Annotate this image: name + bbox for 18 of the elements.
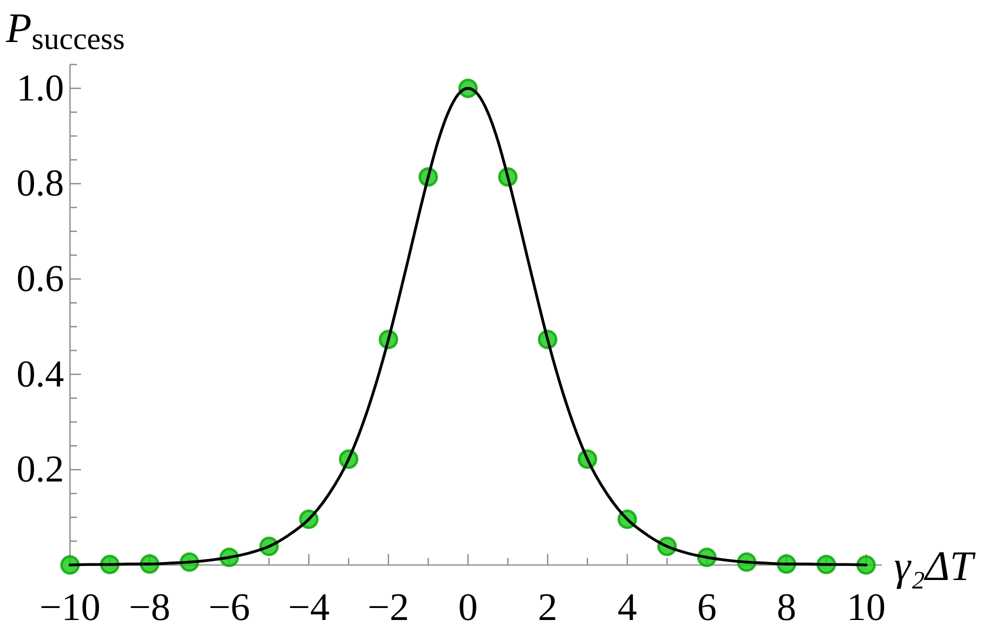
x-tick-label: 4 xyxy=(618,586,638,629)
x-tick-label: −4 xyxy=(288,586,330,629)
x-tick-label: −8 xyxy=(128,586,170,629)
y-tick-label: 0.6 xyxy=(16,258,64,300)
x-tick-label: 6 xyxy=(697,586,717,629)
x-tick-label: −6 xyxy=(208,586,250,629)
x-tick-label: 0 xyxy=(458,586,478,629)
x-tick-label: −10 xyxy=(40,586,100,629)
x-tick-label: 10 xyxy=(846,586,886,629)
x-tick-label: 8 xyxy=(776,586,796,629)
y-tick-label: 0.4 xyxy=(16,353,64,396)
x-tick-label: 2 xyxy=(538,586,558,629)
y-tick-label: 0.2 xyxy=(16,448,64,491)
y-axis-title: P$_{success}$ xyxy=(5,6,125,56)
y-tick-label: 1.0 xyxy=(16,67,64,110)
y-tick-label: 0.8 xyxy=(16,162,64,205)
x-axis-title: γ₂ΔT xyxy=(894,544,976,590)
x-tick-label: −2 xyxy=(368,586,410,629)
